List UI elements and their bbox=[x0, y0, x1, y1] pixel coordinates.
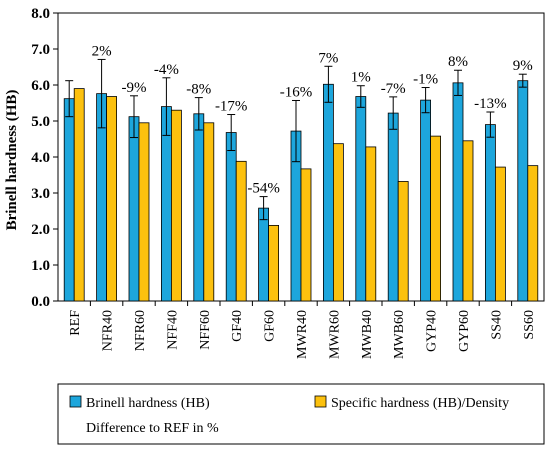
bar-specific-hardness bbox=[494, 166, 506, 302]
legend-label-specific: Specific hardness (HB)/Density bbox=[331, 396, 509, 411]
y-tick-label: 6.0 bbox=[31, 78, 50, 94]
category-label: NFR40 bbox=[101, 310, 116, 351]
difference-label: -1% bbox=[413, 72, 438, 88]
legend-swatch-specific bbox=[314, 395, 327, 408]
category-label: MWB60 bbox=[392, 310, 407, 359]
difference-label: -9% bbox=[122, 80, 147, 96]
bar-specific-hardness bbox=[332, 143, 344, 302]
bar-specific-hardness bbox=[527, 165, 539, 302]
y-tick-label: 3.0 bbox=[31, 186, 50, 202]
bar-brinell-hardness bbox=[193, 113, 205, 302]
legend-label-difference: Difference to REF in % bbox=[86, 421, 219, 436]
y-tick-label: 5.0 bbox=[31, 114, 50, 130]
bar-brinell-hardness bbox=[452, 82, 464, 302]
legend: Brinell hardness (HB) Specific hardness … bbox=[57, 383, 545, 445]
bar-specific-hardness bbox=[365, 146, 377, 302]
y-ticks: 0.0 1.0 2.0 3.0 4.0 5.0 6.0 7.0 8.0 bbox=[31, 6, 58, 310]
bar-brinell-hardness bbox=[420, 99, 432, 302]
category-label: MWR60 bbox=[327, 310, 342, 359]
difference-label: -17% bbox=[215, 99, 248, 115]
bar-brinell-hardness bbox=[225, 132, 237, 302]
bar-specific-hardness bbox=[203, 122, 215, 302]
difference-labels: 2% -9% -4% -8%-17% -54% -16% 7% 1% -7% -1% 8% -13% 9… bbox=[92, 43, 533, 196]
y-axis-label: Brinell hardness (HB) bbox=[4, 90, 20, 231]
bar-specific-hardness bbox=[73, 88, 85, 302]
difference-label: -13% bbox=[474, 96, 507, 112]
bar-brinell-hardness bbox=[128, 116, 140, 302]
bar-specific-hardness bbox=[462, 140, 474, 302]
bar-brinell-hardness bbox=[63, 98, 75, 302]
difference-label: 7% bbox=[318, 50, 338, 66]
category-label: GF60 bbox=[263, 310, 278, 342]
bar-specific-hardness bbox=[300, 168, 312, 302]
difference-label: -4% bbox=[154, 62, 179, 78]
legend-swatch-brinell bbox=[69, 395, 82, 408]
category-label: GF40 bbox=[230, 310, 245, 342]
y-tick-label: 0.0 bbox=[31, 294, 50, 310]
legend-label-brinell: Brinell hardness (HB) bbox=[86, 396, 210, 411]
category-label: SS60 bbox=[522, 310, 537, 340]
difference-label: -16% bbox=[280, 84, 313, 100]
difference-label: 8% bbox=[448, 54, 468, 70]
bar-brinell-hardness bbox=[322, 83, 334, 302]
y-tick-label: 7.0 bbox=[31, 42, 50, 58]
category-label: GYP40 bbox=[425, 310, 440, 352]
category-label: NFR60 bbox=[133, 310, 148, 351]
bar-specific-hardness bbox=[106, 96, 117, 302]
bar-brinell-hardness bbox=[387, 112, 399, 302]
y-tick-label: 1.0 bbox=[31, 258, 50, 274]
legend-frame bbox=[57, 383, 545, 445]
bar-brinell-hardness bbox=[355, 96, 367, 302]
category-label: MWB40 bbox=[360, 310, 375, 359]
bar-brinell-hardness bbox=[484, 124, 496, 302]
bar-specific-hardness bbox=[430, 135, 442, 302]
difference-label: -54% bbox=[247, 181, 280, 197]
bar-specific-hardness bbox=[397, 181, 409, 302]
difference-label: 1% bbox=[351, 70, 371, 86]
difference-label: -7% bbox=[381, 81, 406, 97]
bar-brinell-hardness bbox=[517, 80, 529, 302]
category-label: MWR40 bbox=[295, 310, 310, 359]
bars bbox=[63, 80, 539, 302]
bar-specific-hardness bbox=[170, 109, 182, 302]
category-label: REF bbox=[68, 310, 83, 336]
category-labels: REF NFR40 NFR60 NFF40 NFF60 GF40 GF60 MWR40 MWR6… bbox=[68, 310, 537, 359]
y-tick-label: 8.0 bbox=[31, 6, 50, 22]
difference-label: 2% bbox=[92, 43, 112, 59]
bar-brinell-hardness bbox=[258, 207, 270, 302]
difference-label: 9% bbox=[513, 58, 533, 74]
y-tick-label: 4.0 bbox=[31, 150, 50, 166]
bar-specific-hardness bbox=[138, 122, 150, 302]
category-label: SS40 bbox=[489, 310, 504, 340]
category-label: GYP60 bbox=[457, 310, 472, 352]
y-tick-label: 2.0 bbox=[31, 222, 50, 238]
bar-specific-hardness bbox=[235, 160, 247, 302]
error-bars bbox=[65, 58, 527, 221]
difference-label: -8% bbox=[186, 82, 211, 98]
category-label: NFF60 bbox=[198, 310, 213, 350]
bar-specific-hardness bbox=[268, 224, 280, 302]
category-label: NFF40 bbox=[165, 310, 180, 350]
